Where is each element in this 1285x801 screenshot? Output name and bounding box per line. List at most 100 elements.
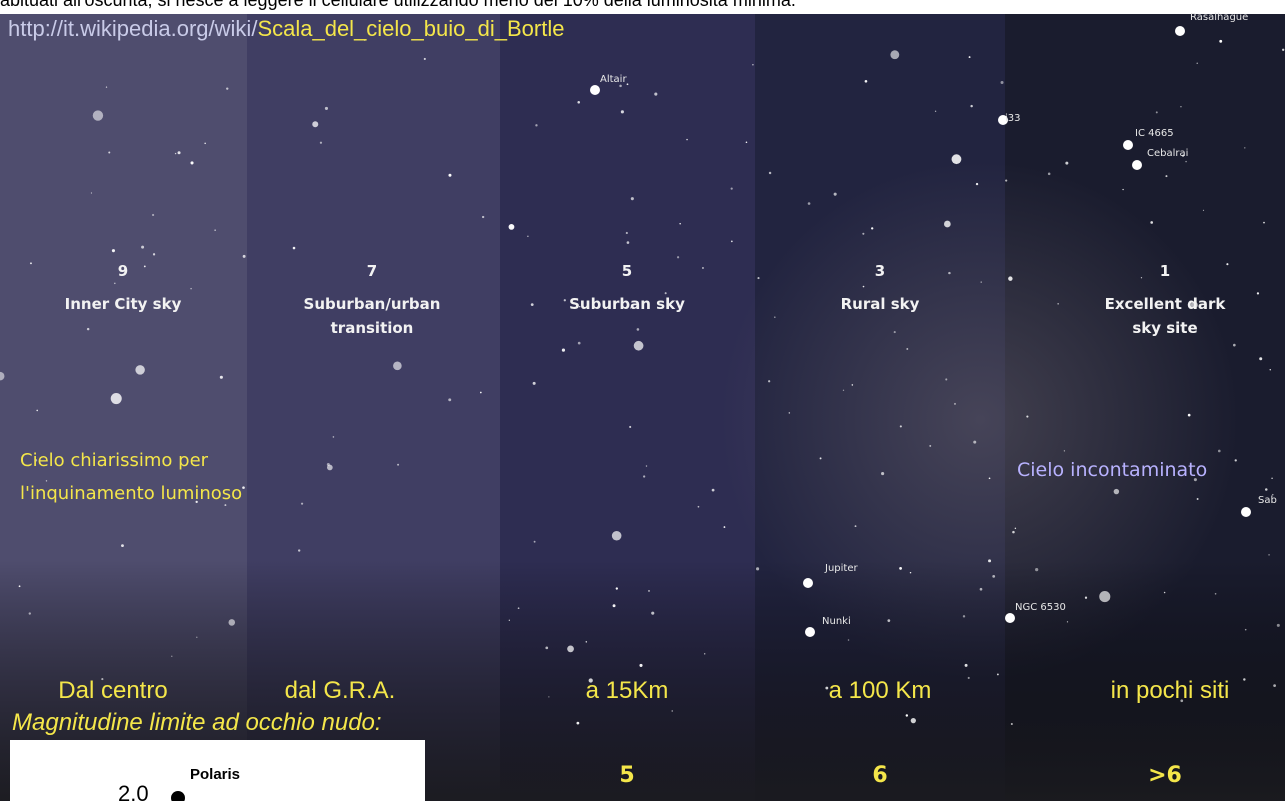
star bbox=[152, 253, 156, 256]
star bbox=[611, 530, 622, 541]
star bbox=[114, 282, 116, 285]
zone-name: Excellent dark bbox=[1105, 295, 1227, 313]
note: l'inquinamento luminoso bbox=[20, 483, 242, 504]
star bbox=[951, 154, 962, 165]
star bbox=[90, 192, 93, 194]
star bbox=[204, 142, 206, 145]
star bbox=[1066, 621, 1069, 623]
star bbox=[864, 79, 868, 83]
star bbox=[626, 241, 630, 244]
star bbox=[854, 525, 857, 528]
star bbox=[577, 341, 581, 345]
star bbox=[625, 231, 628, 235]
star bbox=[881, 472, 885, 476]
star bbox=[651, 611, 655, 615]
star bbox=[190, 287, 192, 290]
star bbox=[292, 246, 296, 250]
star bbox=[890, 50, 900, 60]
star bbox=[588, 678, 593, 683]
star bbox=[1185, 160, 1187, 163]
star bbox=[326, 464, 333, 471]
star bbox=[1010, 722, 1013, 726]
star bbox=[45, 480, 48, 482]
star bbox=[723, 526, 726, 528]
star bbox=[730, 187, 733, 190]
star bbox=[1259, 357, 1263, 361]
star bbox=[929, 444, 932, 447]
star bbox=[887, 619, 891, 623]
zones: 9 Inner City sky Dal centro 7 Suburban/urban… bbox=[58, 262, 1229, 788]
star bbox=[143, 265, 146, 268]
star bbox=[1219, 39, 1223, 43]
star bbox=[702, 267, 704, 269]
zone-number: 1 bbox=[1160, 262, 1170, 280]
star bbox=[479, 391, 482, 394]
star bbox=[545, 646, 549, 650]
zone-name: Rural sky bbox=[841, 295, 920, 313]
star bbox=[862, 285, 865, 288]
stars: Altair Rasalhague IC 4665 Cebalrai Jupiter Nu… bbox=[0, 12, 1285, 726]
note: Cielo chiarissimo per bbox=[20, 450, 209, 471]
star bbox=[1000, 80, 1004, 85]
star bbox=[1084, 596, 1088, 599]
star bbox=[1026, 415, 1029, 418]
star bbox=[1282, 48, 1285, 51]
star bbox=[481, 215, 485, 219]
star bbox=[190, 161, 194, 165]
star bbox=[1065, 161, 1069, 165]
star bbox=[18, 585, 21, 588]
star bbox=[893, 331, 896, 334]
star bbox=[756, 567, 760, 571]
star bbox=[36, 409, 39, 412]
star bbox=[639, 663, 643, 667]
star bbox=[636, 328, 640, 331]
url: http://it.wikipedia.org/wiki/Scala_del_c… bbox=[8, 16, 564, 41]
star bbox=[1132, 160, 1142, 170]
star bbox=[101, 678, 104, 681]
star bbox=[196, 636, 198, 638]
zone-distance: dal G.R.A. bbox=[285, 677, 396, 704]
star bbox=[899, 425, 902, 428]
star bbox=[508, 224, 515, 230]
star bbox=[807, 202, 811, 205]
star bbox=[108, 151, 111, 154]
star bbox=[768, 171, 772, 175]
star bbox=[697, 505, 700, 508]
star bbox=[851, 384, 854, 386]
star bbox=[671, 710, 673, 712]
zone-magnitude: >6 bbox=[1148, 763, 1182, 788]
star bbox=[561, 348, 566, 352]
star-name: i33 bbox=[1005, 113, 1021, 124]
zone-name: Suburban/urban bbox=[304, 295, 441, 313]
star bbox=[768, 380, 771, 383]
star bbox=[1014, 527, 1017, 530]
magnitude-title: Magnitudine limite ad occhio nudo: bbox=[12, 709, 382, 736]
zone-magnitude: 6 bbox=[872, 763, 887, 788]
star bbox=[633, 340, 644, 351]
star bbox=[1035, 568, 1039, 572]
star bbox=[825, 686, 829, 690]
star bbox=[151, 213, 155, 217]
star bbox=[833, 192, 837, 196]
star bbox=[300, 502, 304, 505]
star-name: Cebalrai bbox=[1147, 148, 1188, 159]
star bbox=[664, 292, 667, 295]
star bbox=[110, 393, 122, 405]
star bbox=[533, 540, 536, 543]
star bbox=[29, 262, 32, 265]
star bbox=[297, 549, 301, 552]
star bbox=[585, 641, 588, 643]
star bbox=[226, 87, 229, 90]
star bbox=[1234, 459, 1237, 462]
star bbox=[1244, 147, 1246, 149]
star bbox=[910, 717, 916, 724]
star bbox=[141, 245, 145, 249]
star bbox=[988, 559, 992, 563]
star bbox=[954, 402, 956, 405]
caption: abituati all'oscurità, si riesce a legge… bbox=[0, 0, 796, 10]
star bbox=[788, 412, 791, 414]
star bbox=[1273, 684, 1276, 688]
zone-number: 5 bbox=[622, 262, 632, 280]
star bbox=[943, 220, 951, 228]
